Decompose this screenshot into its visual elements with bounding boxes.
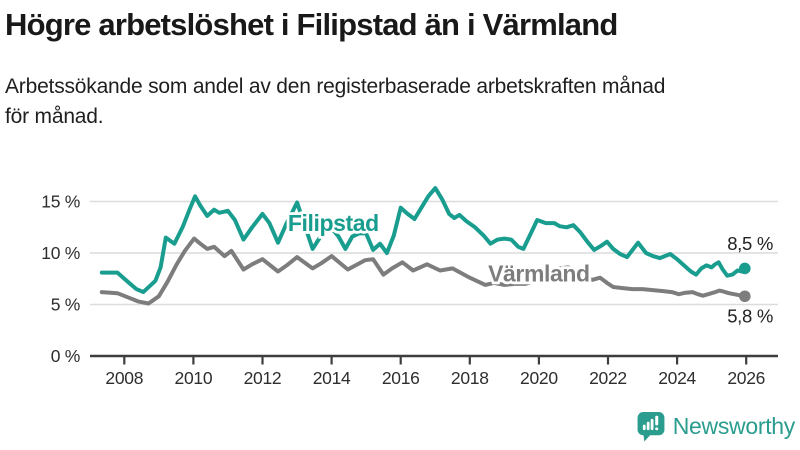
filipstad-end-dot <box>739 262 751 275</box>
end-value-label: 5,8 % <box>727 305 773 326</box>
x-axis-tick-label: 2014 <box>313 368 351 388</box>
y-axis-tick-label: 15 % <box>41 192 80 212</box>
chart-subtitle: Arbetssökande som andel av den registerb… <box>5 72 785 133</box>
x-axis-tick-label: 2026 <box>727 368 765 388</box>
series-inline-label: Värmland <box>488 261 590 287</box>
x-axis-tick-label: 2024 <box>658 368 696 388</box>
series-inline-label: Filipstad <box>288 210 379 236</box>
x-axis-tick-label: 2016 <box>382 368 420 388</box>
y-axis-tick-label: 5 % <box>51 295 80 315</box>
y-axis-tick-label: 0 % <box>51 346 80 366</box>
vrmland-end-dot <box>739 290 751 303</box>
filipstad-line <box>99 186 747 295</box>
y-axis-tick-label: 10 % <box>41 243 80 263</box>
x-axis-tick-label: 2022 <box>589 368 627 388</box>
x-axis-tick-label: 2020 <box>520 368 558 388</box>
x-axis-tick-label: 2010 <box>175 368 213 388</box>
page-title: Högre arbetslöshet i Filipstad än i Värm… <box>5 7 618 42</box>
subtitle-line-1: Arbetssökande som andel av den registerb… <box>5 75 666 98</box>
newsworthy-logo[interactable]: Newsworthy <box>636 411 795 442</box>
subtitle-line-2: för månad. <box>5 105 104 129</box>
newsworthy-wordmark: Newsworthy <box>672 413 796 439</box>
newsworthy-speech-bubble-barchart-icon <box>637 412 665 442</box>
x-axis-tick-label: 2018 <box>451 368 489 388</box>
x-axis-tick-label: 2008 <box>105 368 143 388</box>
vrmland-line <box>99 236 747 306</box>
end-value-label: 8,5 % <box>727 233 773 254</box>
x-axis-tick-label: 2012 <box>244 368 282 388</box>
